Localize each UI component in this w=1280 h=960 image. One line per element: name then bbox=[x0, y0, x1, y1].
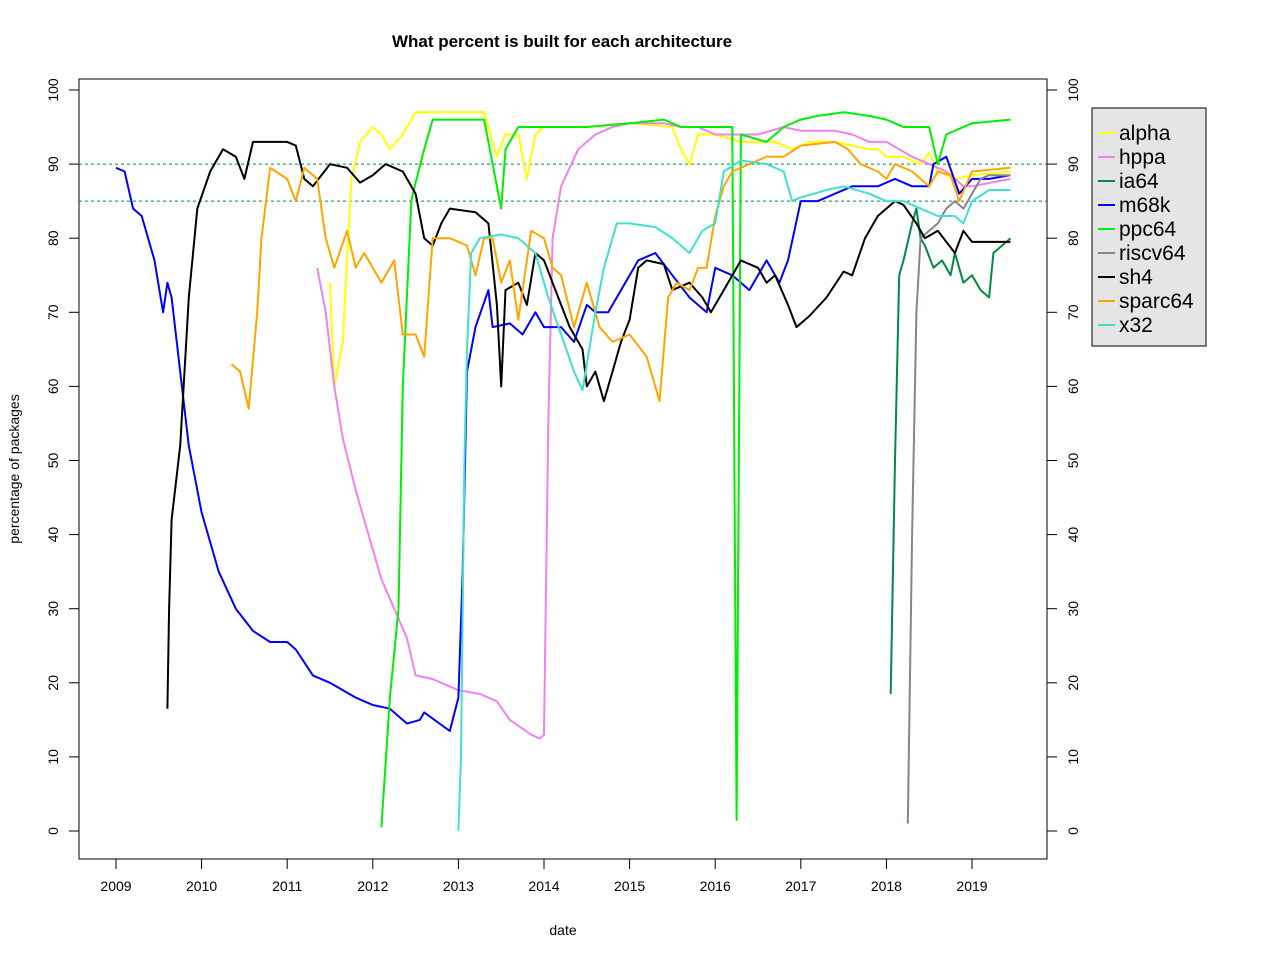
y-tick-label-right: 0 bbox=[1065, 827, 1081, 835]
x-tick-label: 2011 bbox=[272, 878, 302, 894]
series-line-sparc64 bbox=[230, 140, 1011, 410]
series-line-ppc64 bbox=[380, 111, 1011, 828]
y-axis-label: percentage of packages bbox=[6, 394, 22, 543]
y-tick-label-right: 40 bbox=[1065, 527, 1081, 543]
y-tick-label-left: 90 bbox=[45, 156, 61, 172]
y-tick-label-left: 100 bbox=[45, 78, 61, 102]
y-tick-label-left: 50 bbox=[45, 453, 61, 469]
x-axis-label: date bbox=[549, 922, 576, 938]
x-tick-label: 2009 bbox=[100, 878, 131, 894]
legend-label-hppa: hppa bbox=[1119, 146, 1166, 169]
legend: alphahppaia64m68kppc64riscv64sh4sparc64x… bbox=[1091, 107, 1207, 347]
y-tick-label-right: 60 bbox=[1065, 378, 1081, 394]
legend-label-sh4: sh4 bbox=[1119, 266, 1153, 289]
chart-title: What percent is built for each architect… bbox=[392, 32, 732, 51]
y-tick-label-left: 30 bbox=[45, 601, 61, 617]
plot-frame bbox=[78, 78, 1048, 860]
series-line-alpha bbox=[329, 111, 1011, 388]
y-tick-label-right: 20 bbox=[1065, 675, 1081, 691]
series-lines bbox=[115, 111, 1012, 832]
legend-box bbox=[1091, 107, 1207, 347]
y-tick-label-left: 0 bbox=[45, 827, 61, 835]
y-tick-label-left: 10 bbox=[45, 749, 61, 765]
y-tick-label-right: 80 bbox=[1065, 230, 1081, 246]
series-line-riscv64 bbox=[906, 174, 1011, 824]
y-axis-left: 0 10 20 30 40 50 60 70 80 90 100 bbox=[45, 78, 79, 835]
y-tick-label-left: 80 bbox=[45, 230, 61, 246]
series-line-x32 bbox=[457, 159, 1011, 832]
y-tick-label-right: 50 bbox=[1065, 453, 1081, 469]
y-tick-label-right: 90 bbox=[1065, 156, 1081, 172]
series-line-ia64 bbox=[889, 207, 1012, 694]
y-tick-label-left: 70 bbox=[45, 304, 61, 320]
legend-label-m68k: m68k bbox=[1119, 194, 1171, 217]
y-tick-label-right: 30 bbox=[1065, 601, 1081, 617]
x-tick-label: 2018 bbox=[871, 878, 902, 894]
legend-label-ia64: ia64 bbox=[1119, 170, 1159, 193]
x-tick-label: 2016 bbox=[700, 878, 731, 894]
legend-label-riscv64: riscv64 bbox=[1119, 242, 1186, 265]
legend-label-x32: x32 bbox=[1119, 314, 1153, 337]
y-tick-label-right: 70 bbox=[1065, 304, 1081, 320]
legend-label-sparc64: sparc64 bbox=[1119, 290, 1194, 313]
series-line-sh4 bbox=[166, 140, 1011, 709]
x-tick-label: 2010 bbox=[186, 878, 217, 894]
legend-label-alpha: alpha bbox=[1119, 122, 1171, 145]
y-tick-label-left: 60 bbox=[45, 378, 61, 394]
x-tick-label: 2015 bbox=[614, 878, 645, 894]
x-tick-label: 2019 bbox=[956, 878, 987, 894]
y-tick-label-left: 20 bbox=[45, 675, 61, 691]
x-axis: 2009 2010 2011 2012 2013 2014 2015 2016 2017 2018… bbox=[100, 858, 1047, 894]
x-tick-label: 2012 bbox=[357, 878, 388, 894]
y-tick-label-right: 100 bbox=[1065, 78, 1081, 102]
x-tick-label: 2013 bbox=[443, 878, 474, 894]
series-line-m68k bbox=[115, 155, 1011, 732]
y-tick-label-right: 10 bbox=[1065, 749, 1081, 765]
x-tick-label: 2014 bbox=[528, 878, 559, 894]
y-axis-right: 0 10 20 30 40 50 60 70 80 90 100 bbox=[1047, 78, 1081, 835]
y-tick-label-left: 40 bbox=[45, 527, 61, 543]
legend-label-ppc64: ppc64 bbox=[1119, 218, 1177, 241]
x-tick-label: 2017 bbox=[785, 878, 816, 894]
series-line-hppa bbox=[316, 122, 1011, 740]
